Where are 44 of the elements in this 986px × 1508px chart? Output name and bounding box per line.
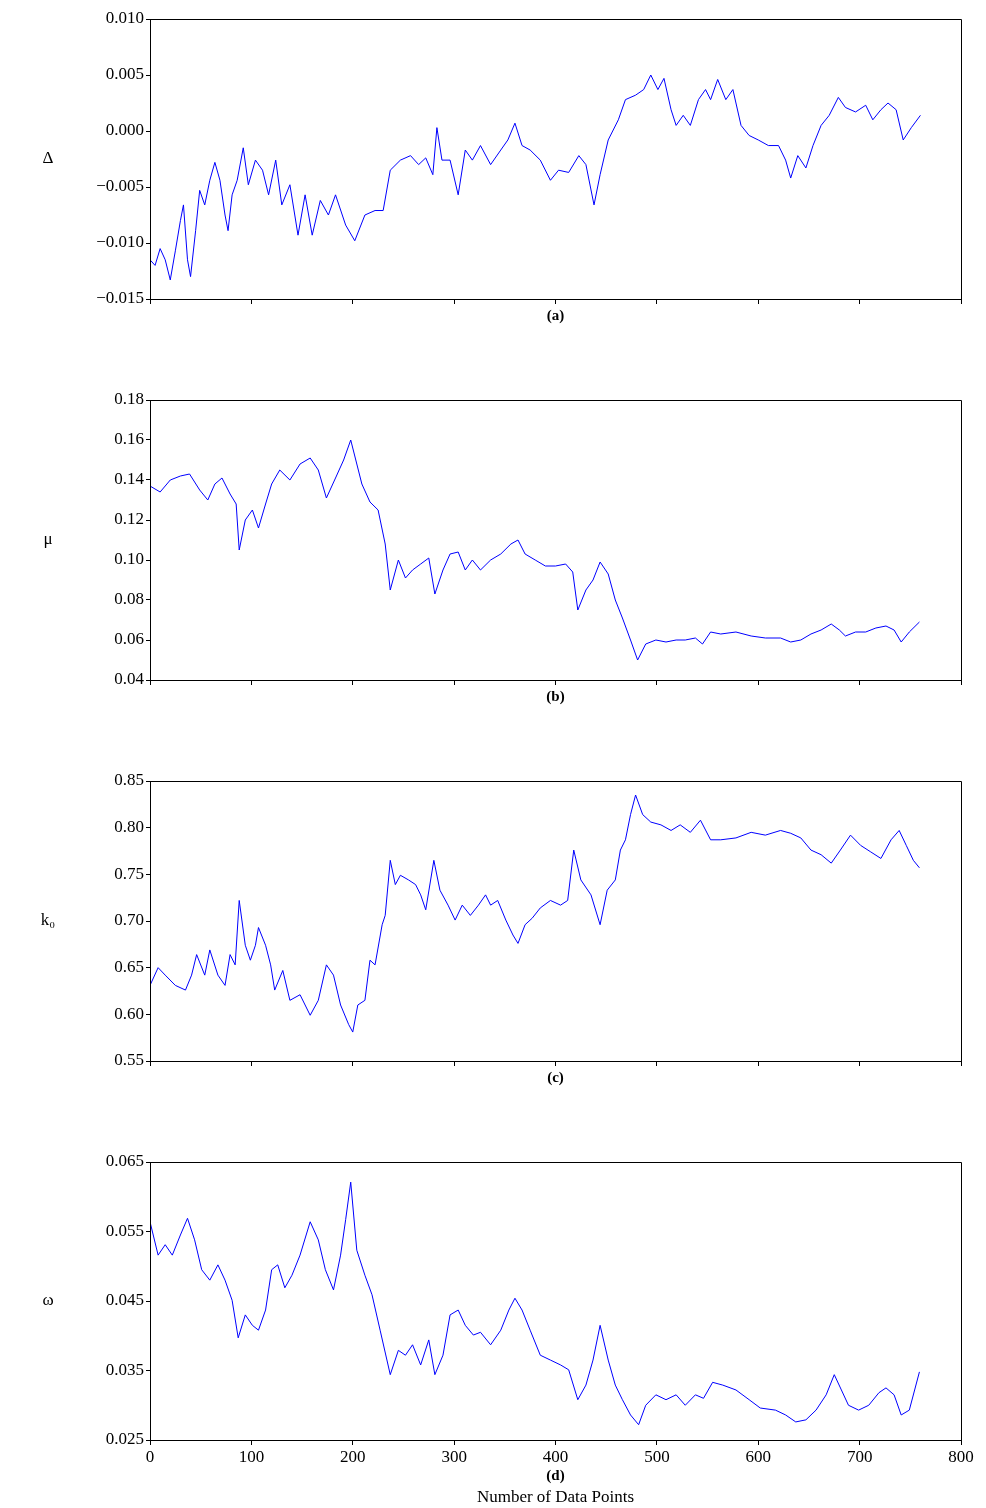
y-tick-label: 0.80 [114, 817, 144, 837]
x-tick-label: 200 [340, 1446, 366, 1466]
x-tick-label: 600 [745, 1446, 771, 1466]
y-axis-title: k₀ [40, 910, 56, 930]
y-tick-label: 0.14 [114, 469, 145, 489]
text: (a) [546, 306, 565, 324]
x-tick-label: 100 [238, 1446, 265, 1466]
x-tick-label: 800 [948, 1446, 974, 1466]
y-tick-label: 0.10 [114, 549, 144, 569]
y-tick-label: 0.04 [114, 669, 145, 689]
y-tick-label: 0.75 [114, 863, 144, 883]
y-tick-label: 0.70 [114, 910, 144, 930]
y-tick-label: 0.045 [105, 1290, 144, 1310]
y-tick-label: 0.60 [114, 1003, 144, 1023]
text: (b) [546, 687, 565, 705]
y-tick-label: 0.55 [114, 1050, 144, 1070]
x-axis-title: Number of Data Points [476, 1487, 635, 1507]
x-tick-label: 500 [644, 1446, 670, 1466]
y-tick-label: 0.000 [105, 120, 144, 140]
x-tick-label: 700 [846, 1446, 873, 1466]
y-tick-label: 0.06 [114, 629, 144, 649]
y-tick-label: 0.055 [105, 1220, 144, 1240]
y-tick-label: 0.65 [114, 957, 144, 977]
y-tick-label: 0.035 [105, 1359, 144, 1379]
y-tick-label: 0.010 [105, 8, 144, 28]
x-tick-label: 400 [542, 1446, 569, 1466]
y-axis-title: Δ [42, 148, 54, 168]
y-tick-label: −0.010 [96, 232, 144, 252]
y-tick-label: 0.12 [114, 509, 144, 529]
y-tick-label: 0.18 [114, 389, 144, 409]
x-tick-label: 300 [441, 1446, 467, 1466]
y-tick-label: 0.005 [105, 64, 144, 84]
x-tick-label: 0 [145, 1446, 155, 1466]
y-tick-label: −0.015 [96, 288, 144, 308]
y-axis-title: μ [43, 529, 53, 549]
text: (d) [546, 1466, 565, 1484]
y-tick-label: 0.08 [114, 589, 144, 609]
text: (c) [547, 1068, 564, 1086]
y-tick-label: 0.85 [114, 770, 144, 790]
y-tick-label: 0.065 [105, 1151, 144, 1171]
y-axis-title: ω [42, 1290, 54, 1310]
y-tick-label: 0.16 [114, 429, 144, 449]
y-tick-label: −0.005 [96, 176, 144, 196]
y-tick-label: 0.025 [105, 1429, 144, 1449]
